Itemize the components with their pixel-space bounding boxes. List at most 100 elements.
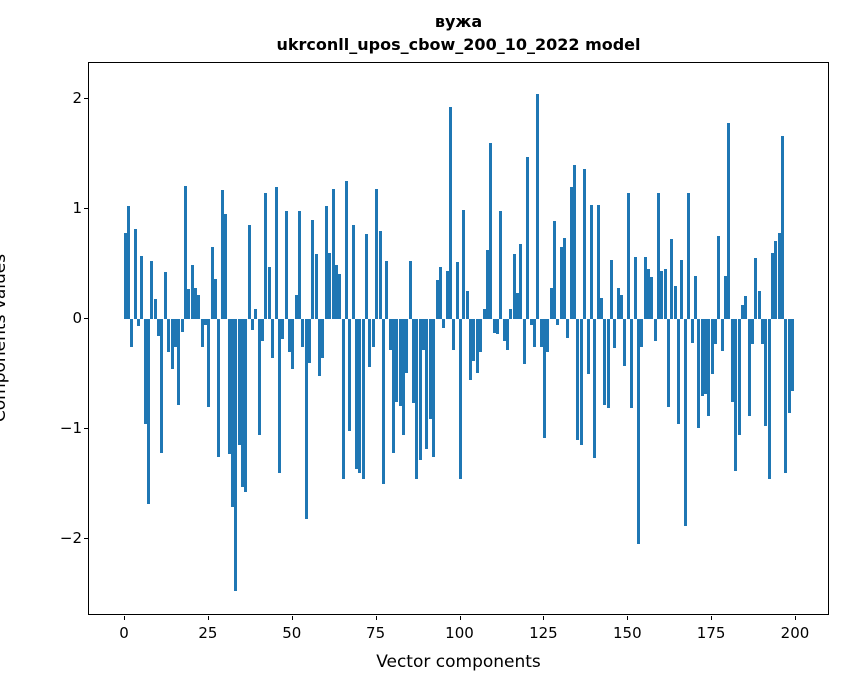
x-tick-mark-0 bbox=[124, 616, 125, 620]
bar-70 bbox=[358, 319, 362, 473]
bar-10 bbox=[157, 319, 160, 336]
bar-59 bbox=[321, 319, 325, 358]
bar-75 bbox=[375, 189, 379, 319]
bar-179 bbox=[724, 276, 727, 319]
bar-27 bbox=[214, 279, 218, 319]
bar-165 bbox=[677, 319, 681, 424]
bar-3 bbox=[133, 229, 137, 319]
bar-154 bbox=[640, 319, 644, 347]
bar-114 bbox=[506, 319, 509, 350]
bar-52 bbox=[298, 211, 301, 319]
bar-73 bbox=[368, 319, 372, 367]
bar-160 bbox=[660, 271, 664, 319]
bar-137 bbox=[583, 169, 587, 319]
y-tick-mark-2 bbox=[84, 98, 88, 99]
bar-29 bbox=[220, 190, 224, 319]
bar-143 bbox=[603, 319, 607, 405]
bar-192 bbox=[767, 319, 771, 479]
bar-9 bbox=[153, 299, 157, 319]
bar-129 bbox=[556, 319, 560, 325]
bar-40 bbox=[257, 319, 261, 435]
bar-88 bbox=[418, 319, 422, 460]
bar-172 bbox=[700, 319, 704, 396]
bar-111 bbox=[495, 319, 499, 334]
bar-134 bbox=[573, 165, 577, 319]
bar-84 bbox=[405, 319, 409, 373]
bar-122 bbox=[532, 319, 536, 347]
bar-49 bbox=[287, 319, 291, 352]
x-tick-label-125: 125 bbox=[529, 624, 558, 642]
bar-71 bbox=[361, 319, 365, 479]
bar-107 bbox=[482, 309, 486, 319]
bar-168 bbox=[687, 193, 691, 319]
bar-140 bbox=[593, 319, 597, 458]
bar-182 bbox=[734, 319, 738, 471]
bar-30 bbox=[224, 214, 228, 319]
bar-34 bbox=[237, 319, 241, 445]
bar-177 bbox=[717, 236, 721, 319]
bar-50 bbox=[291, 319, 295, 369]
bar-69 bbox=[355, 319, 358, 469]
bar-170 bbox=[693, 276, 697, 319]
bar-183 bbox=[737, 319, 741, 435]
bar-91 bbox=[428, 319, 432, 419]
bar-175 bbox=[710, 319, 714, 374]
bar-110 bbox=[492, 319, 496, 333]
bar-19 bbox=[187, 289, 191, 319]
bar-105 bbox=[475, 319, 479, 373]
bar-24 bbox=[204, 319, 207, 325]
y-tick-label-1: 1 bbox=[72, 199, 82, 217]
bar-15 bbox=[173, 319, 177, 347]
bar-67 bbox=[348, 319, 352, 431]
bar-196 bbox=[781, 136, 785, 319]
bar-33 bbox=[234, 319, 238, 591]
bar-72 bbox=[365, 234, 369, 319]
bar-81 bbox=[395, 319, 399, 402]
bar-92 bbox=[432, 319, 436, 457]
bar-161 bbox=[663, 269, 667, 319]
x-tick-label-50: 50 bbox=[282, 624, 302, 642]
bar-94 bbox=[438, 267, 442, 319]
y-tick-label--1: −1 bbox=[59, 419, 82, 437]
bar-4 bbox=[136, 319, 140, 326]
bar-197 bbox=[784, 319, 788, 473]
bar-35 bbox=[240, 319, 244, 487]
bar-14 bbox=[170, 319, 174, 369]
bar-46 bbox=[277, 319, 281, 473]
bar-57 bbox=[314, 254, 318, 319]
y-tick-mark-1 bbox=[84, 208, 88, 209]
bar-132 bbox=[566, 319, 570, 338]
bar-86 bbox=[412, 319, 415, 403]
bar-62 bbox=[331, 189, 335, 319]
bar-158 bbox=[653, 319, 657, 341]
bar-106 bbox=[479, 319, 483, 352]
bar-151 bbox=[630, 319, 634, 408]
bar-166 bbox=[680, 260, 684, 319]
bar-17 bbox=[180, 319, 184, 332]
bar-189 bbox=[757, 291, 761, 319]
bar-26 bbox=[210, 247, 214, 319]
bar-136 bbox=[579, 319, 583, 445]
bar-18 bbox=[183, 186, 187, 319]
x-tick-label-150: 150 bbox=[612, 624, 642, 642]
bar-124 bbox=[539, 319, 543, 347]
x-tick-mark-175 bbox=[711, 616, 713, 620]
x-tick-mark-75 bbox=[375, 616, 377, 620]
bar-20 bbox=[190, 265, 194, 319]
bar-181 bbox=[730, 319, 734, 402]
bar-162 bbox=[667, 319, 670, 407]
bar-78 bbox=[385, 261, 389, 319]
bar-125 bbox=[542, 319, 546, 438]
chart-title: вужа ukrconll_upos_cbow_200_10_2022 mode… bbox=[88, 10, 829, 56]
bar-100 bbox=[459, 319, 462, 479]
y-tick-mark--2 bbox=[84, 538, 88, 539]
bar-87 bbox=[415, 319, 419, 479]
chart-title-model: ukrconll_upos_cbow_200_10_2022 model bbox=[276, 35, 641, 55]
bar-5 bbox=[140, 256, 144, 319]
bar-118 bbox=[519, 244, 523, 319]
bar-142 bbox=[599, 298, 603, 319]
bar-22 bbox=[197, 295, 201, 319]
bar-157 bbox=[650, 277, 654, 319]
bar-25 bbox=[207, 319, 211, 407]
